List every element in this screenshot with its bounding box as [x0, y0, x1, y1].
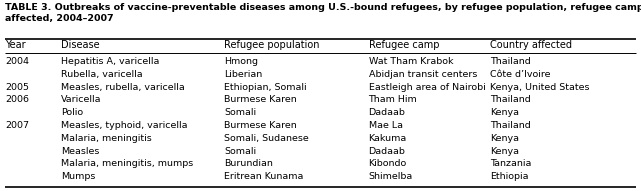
Text: Somali, Sudanese: Somali, Sudanese [224, 134, 309, 143]
Text: Measles, rubella, varicella: Measles, rubella, varicella [61, 83, 185, 92]
Text: Mumps: Mumps [61, 172, 96, 181]
Text: Mae La: Mae La [369, 121, 403, 130]
Text: Rubella, varicella: Rubella, varicella [61, 70, 142, 79]
Text: Eritrean Kunama: Eritrean Kunama [224, 172, 304, 181]
Text: Country affected: Country affected [490, 40, 572, 49]
Text: Malaria, meningitis, mumps: Malaria, meningitis, mumps [61, 159, 193, 168]
Text: Dadaab: Dadaab [369, 108, 406, 117]
Text: affected, 2004–2007: affected, 2004–2007 [5, 15, 113, 23]
Text: Shimelba: Shimelba [369, 172, 413, 181]
Text: Kenya: Kenya [490, 147, 519, 156]
Text: Burmese Karen: Burmese Karen [224, 95, 297, 104]
Text: Côte d’Ivoire: Côte d’Ivoire [490, 70, 551, 79]
Text: Burmese Karen: Burmese Karen [224, 121, 297, 130]
Text: Year: Year [5, 40, 26, 49]
Text: Dadaab: Dadaab [369, 147, 406, 156]
Text: Kenya, United States: Kenya, United States [490, 83, 590, 92]
Text: Hepatitis A, varicella: Hepatitis A, varicella [61, 57, 159, 66]
Text: Abidjan transit centers: Abidjan transit centers [369, 70, 477, 79]
Text: Thailand: Thailand [490, 95, 531, 104]
Text: Burundian: Burundian [224, 159, 273, 168]
Text: Ethiopia: Ethiopia [490, 172, 529, 181]
Text: Somali: Somali [224, 147, 256, 156]
Text: 2006: 2006 [5, 95, 29, 104]
Text: Tham Him: Tham Him [369, 95, 417, 104]
Text: Somali: Somali [224, 108, 256, 117]
Text: 2004: 2004 [5, 57, 29, 66]
Text: Thailand: Thailand [490, 57, 531, 66]
Text: Ethiopian, Somali: Ethiopian, Somali [224, 83, 307, 92]
Text: Measles, typhoid, varicella: Measles, typhoid, varicella [61, 121, 187, 130]
Text: Polio: Polio [61, 108, 83, 117]
Text: Wat Tham Krabok: Wat Tham Krabok [369, 57, 453, 66]
Text: Malaria, meningitis: Malaria, meningitis [61, 134, 152, 143]
Text: Measles: Measles [61, 147, 99, 156]
Text: Varicella: Varicella [61, 95, 101, 104]
Text: Kibondo: Kibondo [369, 159, 407, 168]
Text: Disease: Disease [61, 40, 99, 49]
Text: Thailand: Thailand [490, 121, 531, 130]
Text: Kenya: Kenya [490, 134, 519, 143]
Text: 2007: 2007 [5, 121, 29, 130]
Text: Refugee camp: Refugee camp [369, 40, 439, 49]
Text: Eastleigh area of Nairobi: Eastleigh area of Nairobi [369, 83, 485, 92]
Text: Refugee population: Refugee population [224, 40, 320, 49]
Text: Tanzania: Tanzania [490, 159, 532, 168]
Text: Hmong: Hmong [224, 57, 258, 66]
Text: TABLE 3. Outbreaks of vaccine-preventable diseases among U.S.-bound refugees, by: TABLE 3. Outbreaks of vaccine-preventabl… [5, 3, 641, 12]
Text: Liberian: Liberian [224, 70, 263, 79]
Text: Kakuma: Kakuma [369, 134, 407, 143]
Text: 2005: 2005 [5, 83, 29, 92]
Text: Kenya: Kenya [490, 108, 519, 117]
